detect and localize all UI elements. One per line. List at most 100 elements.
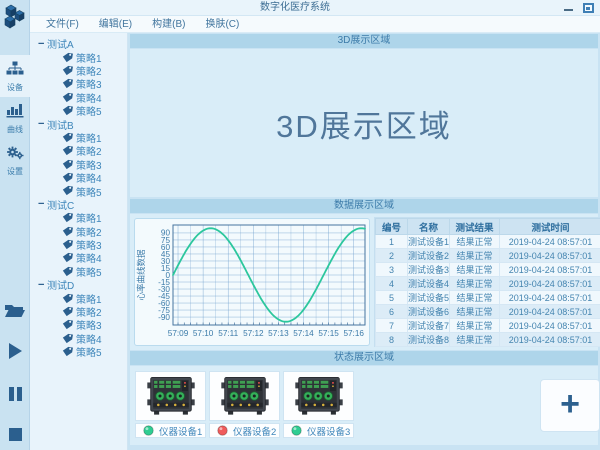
device-tree-icon [6, 61, 24, 81]
table-cell: 5 [375, 290, 408, 305]
device-status-row[interactable]: 仪器设备3 [283, 423, 354, 438]
tree-strategy-row[interactable]: 策略1 [30, 211, 127, 225]
pause-button[interactable] [0, 383, 30, 409]
svg-text:心率曲线数据: 心率曲线数据 [136, 249, 146, 301]
svg-text:-60: -60 [158, 299, 170, 308]
device-card[interactable] [209, 371, 280, 421]
tree-strategy-row[interactable]: 策略2 [30, 144, 127, 158]
maximize-button[interactable] [583, 3, 594, 13]
main-content: 3D展示区域 3D展示区域 数据展示区域 90 75 60 45 30 15 0 -15 -30… [128, 33, 600, 450]
play-button[interactable] [0, 340, 30, 366]
tree-strategy-label: 策略4 [76, 174, 102, 186]
svg-text:45: 45 [161, 250, 171, 259]
pause-icon [8, 386, 23, 407]
tree-strategy-row[interactable]: 策略2 [30, 305, 127, 320]
sidebar-item-curves[interactable]: 曲线 [0, 97, 30, 139]
device-status-row[interactable]: 仪器设备1 [135, 423, 206, 438]
tree-strategy-label: 策略3 [76, 160, 102, 172]
menu-item[interactable]: 构建(B) [152, 18, 186, 30]
tree-strategy-row[interactable]: 策略2 [30, 64, 127, 78]
tree-strategy-row[interactable]: 策略3 [30, 77, 127, 91]
table-cell: 结果正常 [449, 248, 500, 263]
menu-item[interactable]: 文件(F) [46, 18, 79, 30]
table-row[interactable]: 4 测试设备4 结果正常 2019-04-24 08:57:01 [375, 276, 600, 291]
tree-strategy-row[interactable]: 策略5 [30, 265, 127, 279]
table-cell: 结果正常 [449, 290, 500, 305]
app-logo-cubes-icon [1, 2, 29, 32]
table-row[interactable]: 2 测试设备2 结果正常 2019-04-24 08:57:01 [375, 248, 600, 263]
device-card[interactable] [135, 371, 206, 421]
svg-text:57:11: 57:11 [218, 329, 238, 338]
tag-icon [62, 146, 73, 156]
svg-text:0: 0 [165, 271, 170, 280]
minimize-button[interactable] [564, 8, 573, 11]
menu-item[interactable]: 编辑(E) [98, 18, 133, 30]
device-status-row[interactable]: 仪器设备2 [209, 423, 280, 438]
table-cell: 结果正常 [449, 262, 500, 277]
svg-text:57:12: 57:12 [243, 329, 264, 338]
instrument-image [220, 376, 269, 415]
tree-strategy-row[interactable]: 策略1 [30, 291, 127, 306]
tree-strategy-row[interactable]: 策略5 [30, 184, 127, 199]
add-device-button[interactable]: + [540, 379, 600, 432]
section-header-status: 状态展示区域 [130, 351, 598, 365]
tree-strategy-row[interactable]: 策略4 [30, 332, 127, 346]
tree-strategy-label: 策略4 [76, 254, 102, 266]
svg-text:57:09: 57:09 [168, 329, 189, 338]
table-row[interactable]: 7 测试设备7 结果正常 2019-04-24 08:57:01 [375, 318, 600, 333]
tree-group-row[interactable]: − 测试A [30, 37, 127, 51]
table-cell: 6 [375, 304, 408, 319]
tag-icon [62, 253, 73, 263]
sidebar-item-label: 设备 [7, 82, 23, 92]
sidebar-item-settings[interactable]: 设置 [0, 139, 30, 181]
tree-group-label: 测试B [47, 120, 74, 132]
stop-icon [8, 427, 23, 447]
device-status-label: 仪器设备3 [307, 426, 351, 438]
tag-icon [62, 306, 73, 317]
table-cell: 8 [375, 332, 408, 347]
tree-strategy-row[interactable]: 策略3 [30, 158, 127, 172]
table-header-cell: 测试结果 [449, 218, 500, 235]
device-card[interactable] [283, 371, 354, 421]
stop-button[interactable] [0, 424, 30, 450]
tree-strategy-label: 策略5 [76, 107, 102, 119]
table-cell: 结果正常 [449, 332, 500, 347]
tree-strategy-row[interactable]: 策略5 [30, 104, 127, 119]
collapse-icon[interactable]: − [38, 37, 45, 50]
tree-strategy-row[interactable]: 策略4 [30, 91, 127, 105]
table-row[interactable]: 3 测试设备3 结果正常 2019-04-24 08:57:01 [375, 262, 600, 277]
tree-group-row[interactable]: − 测试B [30, 117, 127, 132]
table-cell: 2019-04-24 08:57:01 [499, 262, 600, 277]
menu-item[interactable]: 换肤(C) [205, 18, 240, 30]
table-row[interactable]: 6 测试设备6 结果正常 2019-04-24 08:57:01 [375, 304, 600, 319]
tree-strategy-row[interactable]: 策略3 [30, 318, 127, 332]
device-status-label: 仪器设备1 [159, 426, 203, 438]
instrument-image [294, 376, 343, 415]
table-cell: 测试设备6 [407, 304, 450, 319]
heart-rate-chart-card: 90 75 60 45 30 15 0 -15 -30 -45 -60 -75 -90 57:09 57:1… [134, 218, 370, 346]
collapse-icon[interactable]: − [38, 198, 45, 211]
tree-strategy-row[interactable]: 策略2 [30, 224, 127, 239]
sidebar-item-devices[interactable]: 设备 [0, 55, 30, 97]
status-led-icon [143, 425, 154, 436]
svg-text:30: 30 [161, 257, 171, 266]
tree-strategy-row[interactable]: 策略5 [30, 345, 127, 359]
collapse-icon[interactable]: − [38, 278, 45, 291]
table-row[interactable]: 5 测试设备5 结果正常 2019-04-24 08:57:01 [375, 290, 600, 305]
table-row[interactable]: 1 测试设备1 结果正常 2019-04-24 08:57:01 [375, 234, 600, 249]
table-row[interactable]: 8 测试设备8 结果正常 2019-04-24 08:57:01 [375, 332, 600, 347]
tree-strategy-row[interactable]: 策略1 [30, 131, 127, 145]
tree-group-row[interactable]: − 测试C [30, 198, 127, 212]
tree-strategy-row[interactable]: 策略4 [30, 171, 127, 186]
open-folder-button[interactable] [0, 300, 30, 326]
tag-icon [62, 105, 73, 116]
collapse-icon[interactable]: − [38, 118, 45, 131]
tree-group-row[interactable]: − 测试D [30, 278, 127, 292]
3d-display-area: 3D展示区域 [130, 49, 598, 197]
tree-group-label: 测试C [47, 200, 75, 212]
tree-strategy-row[interactable]: 策略4 [30, 251, 127, 266]
tree-strategy-row[interactable]: 策略1 [30, 50, 127, 65]
tree-strategy-label: 策略2 [76, 308, 102, 320]
tree-strategy-row[interactable]: 策略3 [30, 238, 127, 252]
table-header-cell: 测试时间 [499, 218, 600, 235]
